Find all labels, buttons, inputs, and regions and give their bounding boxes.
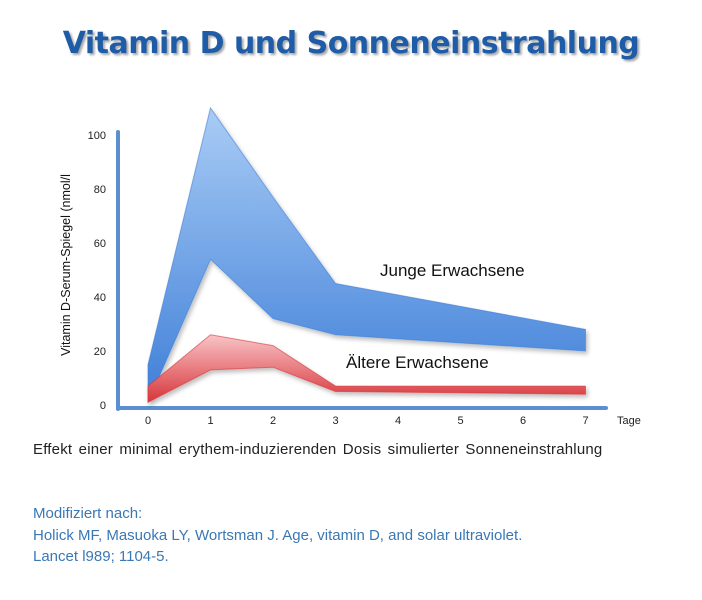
reference-line-3: Lancet l989; 1104-5. (33, 548, 169, 565)
x-axis-label: Tage (617, 415, 641, 427)
x-tick-label: 1 (207, 415, 213, 427)
y-tick-label: 100 (88, 130, 106, 142)
x-tick-label: 7 (582, 415, 588, 427)
series-band-older-adults (147, 334, 586, 404)
series-band-young-adults (147, 106, 586, 403)
x-tick-label: 6 (520, 415, 526, 427)
series-label: Junge Erwachsene (380, 261, 525, 280)
y-axis-label: Vitamin D-Serum-Spiegel (nmol/l (59, 174, 73, 356)
x-tick-label: 4 (395, 415, 401, 427)
y-tick-label: 80 (94, 184, 106, 196)
reference-block: Modifiziert nach: Holick MF, Masuoka LY,… (33, 503, 522, 568)
x-tick-label: 2 (270, 415, 276, 427)
x-tick-label: 3 (332, 415, 338, 427)
y-tick-label: 40 (94, 292, 106, 304)
reference-line-1: Modifiziert nach: (33, 505, 143, 522)
reference-line-2: Holick MF, Masuoka LY, Wortsman J. Age, … (33, 526, 523, 544)
y-tick-label: 0 (100, 400, 106, 412)
chart: 0 20 40 60 80 100 0 1 2 3 4 5 6 7 Tage Vitamin D-Serum-… (59, 106, 641, 427)
y-tick-label: 20 (94, 346, 106, 358)
series-label: Ältere Erwachsene (346, 353, 489, 372)
y-tick-label: 60 (94, 238, 106, 250)
chart-caption: Effekt einer minimal erythem-induzierend… (33, 441, 603, 458)
x-tick-label: 0 (145, 415, 151, 427)
x-tick-label: 5 (457, 415, 463, 427)
slide-title: Vitamin D und Sonneneinstrahlung (62, 26, 640, 61)
